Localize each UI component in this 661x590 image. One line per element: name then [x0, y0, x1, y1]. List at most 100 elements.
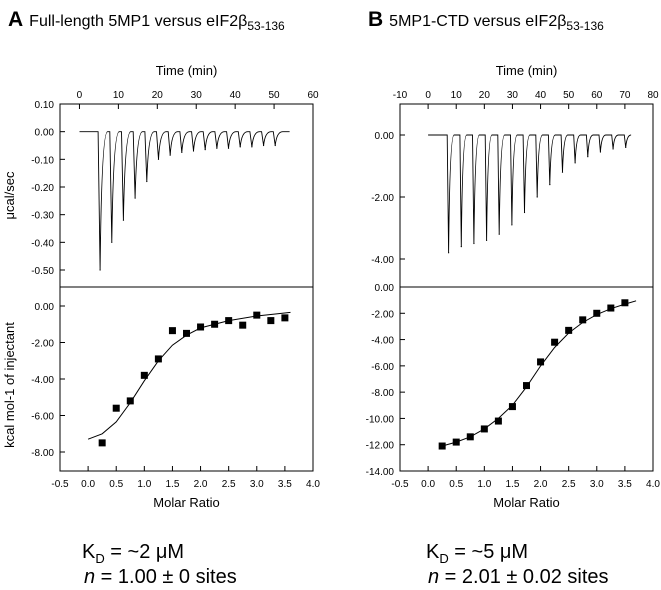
- panel-b-raw-injection-peak: [473, 242, 475, 245]
- panel-a-title-subscript: 53-136: [247, 19, 285, 34]
- panel-a-raw-ytick-label: -0.50: [31, 266, 54, 277]
- panel-a-raw-injection-peak: [262, 144, 265, 147]
- panel-b-isotherm-xtick-label: 2.0: [534, 479, 548, 490]
- panel-b-kd-symbol: K: [426, 541, 440, 563]
- panel-a-raw-injection-peak: [239, 146, 241, 148]
- panel-a-raw-ytick-label: -0.10: [31, 155, 54, 166]
- panel-a-raw-xtick-label: 0: [77, 90, 83, 101]
- panel-a-isotherm-axes: [59, 286, 314, 472]
- panel-b-raw-injection-peak: [536, 196, 538, 198]
- panel-a-isotherm-xtick-label: 2.5: [222, 479, 236, 490]
- panel-b-raw-ytick-label: 0.00: [375, 131, 395, 142]
- panel-a-raw-injection-peak: [157, 158, 160, 160]
- panel-a-isotherm-data-point: [112, 404, 120, 412]
- panel-b-isotherm-ytick-label: -10.00: [366, 414, 395, 425]
- panel-b-isotherm-xtick-label: 1.5: [505, 479, 519, 490]
- panel-b-raw-injection-peak: [587, 156, 589, 158]
- panel-a-isotherm-xtick-label: 1.0: [137, 479, 151, 490]
- panel-a-isotherm-data-point: [211, 320, 219, 328]
- panel-b-raw-xtick-label: 70: [619, 90, 631, 101]
- panel-b-isotherm-xtick-label: 1.0: [477, 479, 491, 490]
- panel-b-isotherm-ytick-label: 0.00: [375, 283, 395, 294]
- panel-a-isotherm-xlabel: Molar Ratio: [153, 495, 219, 510]
- panel-a-raw-ytick-label: -0.20: [31, 183, 54, 194]
- panel-b-isotherm-xtick-label: 3.5: [618, 479, 632, 490]
- panel-b-isotherm-ytick-label: -12.00: [366, 441, 395, 452]
- panel-a-raw-injection-peak: [204, 149, 206, 151]
- panel-b-raw-injection-peak: [498, 233, 500, 235]
- panel-b-raw-injection-peak: [511, 224, 513, 226]
- panel-b-raw-injection-peak: [561, 171, 564, 173]
- panel-a-isotherm-data-point: [183, 329, 190, 337]
- panel-a-isotherm-ylabel: kcal mol-1 of injectant: [2, 322, 17, 448]
- panel-b-isotherm-ytick-label: -2.00: [371, 309, 394, 320]
- panel-a-raw-injection-peak: [169, 154, 171, 156]
- panel-b-raw-xtick-label: 30: [507, 90, 519, 101]
- panel-b-isotherm-data-point: [593, 309, 601, 317]
- panel-a-kd: KD = ~2 μM: [82, 540, 184, 571]
- panel-b-raw-injection-peak: [549, 184, 551, 186]
- panel-a-kd-subscript: D: [95, 551, 105, 566]
- panel-a-raw-thermogram: [79, 131, 290, 271]
- panel-b-raw-xtick-label: 10: [451, 90, 463, 101]
- panel-b-isotherm-data-point: [579, 316, 587, 324]
- panel-a-isotherm-data-point: [168, 327, 176, 335]
- panel-a-isotherm-data-point: [281, 314, 289, 322]
- panel-a-raw-injection-peak: [227, 147, 230, 149]
- panel-a-raw-xlabel: Time (min): [156, 63, 218, 78]
- panel-a-kd-symbol: K: [82, 541, 96, 563]
- panel-b-isotherm-xtick-label: 3.0: [590, 479, 604, 490]
- panel-a-raw-xtick-label: 30: [191, 90, 203, 101]
- panel-a-raw-injection-peak: [99, 269, 101, 271]
- panel-b-n: n = 2.01 ± 0.02 sites: [428, 565, 609, 590]
- panel-b-isotherm-data-point: [523, 382, 530, 390]
- panel-b-isotherm-xtick-label: 0.5: [449, 479, 463, 490]
- panel-a-n: n = 1.00 ± 0 sites: [84, 565, 237, 590]
- panel-a-isotherm-xtick-label: 1.5: [165, 479, 179, 490]
- panel-b-isotherm-ytick-label: -8.00: [371, 388, 394, 399]
- panel-a-raw-injection-peak: [192, 150, 195, 152]
- panel-b-isotherm-data-point: [508, 403, 516, 411]
- panel-b-isotherm-xtick-label: -0.5: [391, 479, 409, 490]
- panel-b-raw-injection-peak: [625, 146, 627, 148]
- panel-a-raw-xtick-label: 50: [269, 90, 281, 101]
- panel-b-isotherm-xlabel: Molar Ratio: [493, 495, 559, 510]
- panel-a-isotherm-xtick-label: 0.5: [109, 479, 123, 490]
- panel-a-isotherm-ytick-label: -8.00: [31, 448, 54, 459]
- panel-b-isotherm-data-point: [452, 438, 460, 446]
- panel-a-raw-xtick-label: 10: [113, 90, 125, 101]
- panel-a-isotherm-xtick-label: 3.0: [250, 479, 264, 490]
- panel-b-raw-ytick-label: -4.00: [371, 255, 394, 266]
- panel-b-title: B 5MP1-CTD versus eIF2β53-136: [368, 8, 604, 33]
- panel-b-isotherm-ytick-label: -6.00: [371, 362, 394, 373]
- panel-a-raw-ytick-label: 0.00: [35, 128, 55, 139]
- panel-a-isotherm-fit-curve: [87, 311, 291, 440]
- panel-b-raw-xtick-label: 0: [425, 90, 431, 101]
- panel-b-raw-ytick-label: -2.00: [371, 193, 394, 204]
- panel-a-raw-ytick-label: 0.10: [35, 100, 55, 111]
- panel-b-isotherm-data-point: [551, 338, 559, 346]
- panel-b-n-symbol: n: [428, 566, 440, 588]
- panel-a-raw-injection-peak: [274, 144, 276, 147]
- panel-a-isotherm-ytick-label: 0.00: [35, 302, 55, 313]
- panel-a-raw-injection-peak: [216, 147, 218, 149]
- panel-a-raw-ytick-label: -0.40: [31, 238, 54, 249]
- panel-a-raw-injection-peak: [111, 241, 113, 243]
- panel-b-kd-value: = ~5 μM: [448, 541, 529, 563]
- panel-b-isotherm-data-point: [494, 417, 502, 425]
- panel-b-isotherm-xtick-label: 2.5: [562, 479, 576, 490]
- panel-a-n-value: = 1.00 ± 0 sites: [95, 566, 237, 588]
- panel-a-title: A Full-length 5MP1 versus eIF2β53-136: [8, 8, 285, 33]
- panel-b-kd-subscript: D: [439, 551, 449, 566]
- panel-b-raw-xlabel: Time (min): [496, 63, 558, 78]
- panel-b-title-text: 5MP1-CTD versus eIF2β: [389, 13, 567, 30]
- panel-a-isotherm-ytick-label: -2.00: [31, 339, 54, 350]
- panel-a-raw-xtick-label: 60: [307, 90, 319, 101]
- panel-b-raw-injection-peak: [599, 151, 602, 153]
- panel-a-raw-ylabel: μcal/sec: [2, 171, 17, 219]
- panel-b-isotherm-data-point: [607, 304, 615, 312]
- panel-b-isotherm-data-point: [565, 326, 573, 334]
- panel-a-isotherm-xtick-label: 3.5: [278, 479, 292, 490]
- panel-a-n-symbol: n: [84, 566, 96, 588]
- panel-b-isotherm-data-point: [438, 442, 446, 450]
